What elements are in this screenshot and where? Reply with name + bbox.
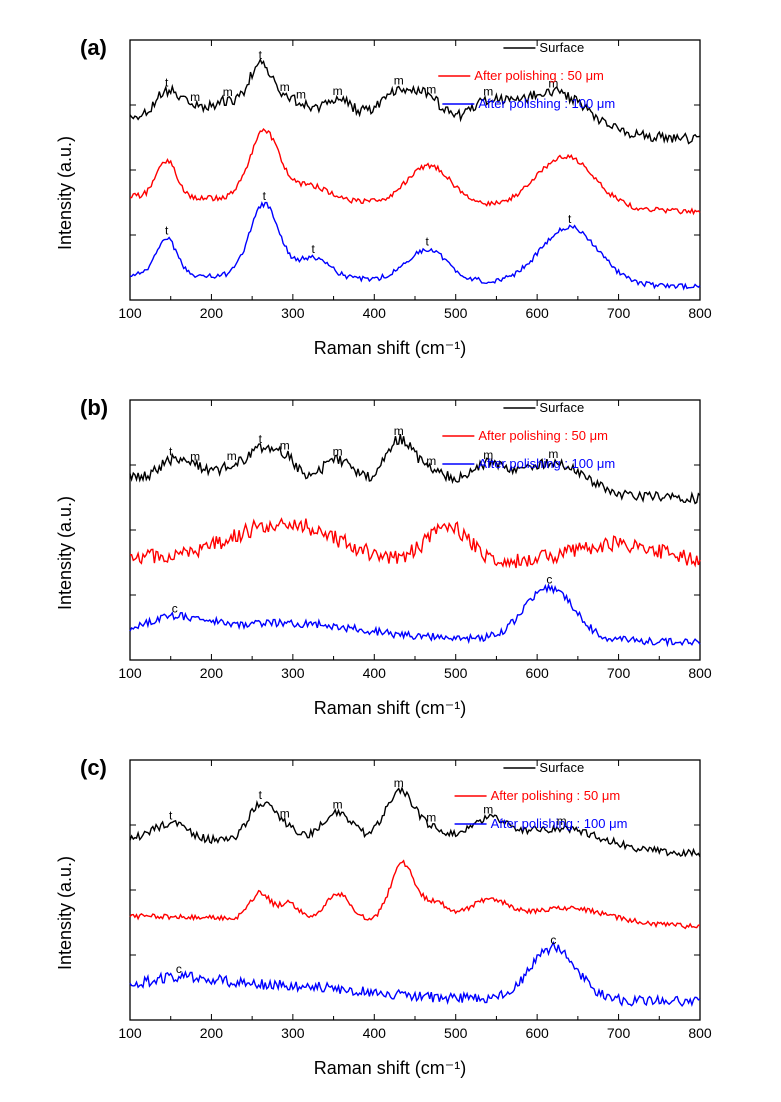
legend-p100: After polishing : 100 μm	[491, 816, 628, 831]
peak-annotation: m	[280, 80, 290, 94]
legend-surface: Surface	[539, 400, 584, 415]
svg-text:500: 500	[444, 665, 468, 681]
y-axis-label: Intensity (a.u.)	[55, 136, 76, 250]
peak-annotation: t	[165, 223, 169, 237]
panel-label-c: (c)	[80, 755, 107, 781]
trace-p100	[130, 203, 700, 289]
trace-p50	[130, 519, 700, 568]
peak-annotation: t	[259, 432, 263, 446]
peak-annotation: m	[394, 74, 404, 88]
peak-annotation: t	[169, 809, 173, 823]
trace-p50	[130, 129, 700, 214]
svg-text:600: 600	[525, 1025, 549, 1041]
svg-text:600: 600	[525, 665, 549, 681]
peak-annotation: m	[426, 811, 436, 825]
peak-annotation: m	[333, 84, 343, 98]
panel-label-a: (a)	[80, 35, 107, 61]
panel-label-b: (b)	[80, 395, 108, 421]
trace-p100	[130, 585, 700, 645]
svg-text:400: 400	[363, 1025, 387, 1041]
peak-annotation: m	[190, 90, 200, 104]
x-axis-label: Raman shift (cm⁻¹)	[60, 1058, 720, 1079]
x-axis-label: Raman shift (cm⁻¹)	[60, 338, 720, 359]
peak-annotation: m	[426, 454, 436, 468]
peak-annotation: m	[483, 803, 493, 817]
svg-text:800: 800	[688, 305, 712, 321]
peak-annotation: m	[280, 438, 290, 452]
peak-annotation: m	[190, 450, 200, 464]
peak-annotation: m	[394, 776, 404, 790]
legend-p50: After polishing : 50 μm	[478, 428, 608, 443]
legend-p100: After polishing : 100 μm	[478, 96, 615, 111]
peak-annotation: t	[259, 788, 263, 802]
svg-text:200: 200	[200, 1025, 224, 1041]
peak-annotation: c	[172, 601, 178, 615]
peak-annotation: m	[280, 807, 290, 821]
trace-p50	[130, 861, 700, 929]
svg-text:300: 300	[281, 665, 305, 681]
svg-text:300: 300	[281, 1025, 305, 1041]
svg-text:200: 200	[200, 305, 224, 321]
panel-a: 100200300400500600700800Surfacetmmtmmmmm…	[60, 20, 720, 360]
peak-annotation: c	[550, 933, 556, 947]
peak-annotation: c	[546, 573, 552, 587]
peak-annotation: c	[176, 962, 182, 976]
peak-annotation: m	[223, 85, 233, 99]
svg-text:100: 100	[118, 665, 142, 681]
legend-p50: After polishing : 50 μm	[474, 68, 604, 83]
peak-annotation: m	[227, 449, 237, 463]
legend-p50: After polishing : 50 μm	[491, 788, 621, 803]
peak-annotation: m	[333, 445, 343, 459]
peak-annotation: m	[394, 424, 404, 438]
legend-surface: Surface	[539, 40, 584, 55]
svg-text:700: 700	[607, 1025, 631, 1041]
svg-text:600: 600	[525, 305, 549, 321]
peak-annotation: m	[426, 83, 436, 97]
peak-annotation: t	[426, 235, 430, 249]
peak-annotation: m	[296, 88, 306, 102]
peak-annotation: t	[312, 242, 316, 256]
x-axis-label: Raman shift (cm⁻¹)	[60, 698, 720, 719]
y-axis-label: Intensity (a.u.)	[55, 856, 76, 970]
svg-text:800: 800	[688, 1025, 712, 1041]
svg-text:300: 300	[281, 305, 305, 321]
svg-text:200: 200	[200, 665, 224, 681]
svg-text:500: 500	[444, 1025, 468, 1041]
peak-annotation: t	[259, 48, 263, 62]
peak-annotation: t	[263, 189, 267, 203]
peak-annotation: t	[568, 212, 572, 226]
svg-text:100: 100	[118, 1025, 142, 1041]
trace-p100	[130, 943, 700, 1006]
svg-text:400: 400	[363, 665, 387, 681]
panel-c: 100200300400500600700800SurfacettmmmmmmA…	[60, 740, 720, 1080]
svg-text:800: 800	[688, 665, 712, 681]
svg-text:100: 100	[118, 305, 142, 321]
peak-annotation: m	[333, 797, 343, 811]
y-axis-label: Intensity (a.u.)	[55, 496, 76, 610]
svg-text:400: 400	[363, 305, 387, 321]
figure-page: 100200300400500600700800Surfacetmmtmmmmm…	[0, 0, 781, 1102]
legend-surface: Surface	[539, 760, 584, 775]
svg-text:700: 700	[607, 665, 631, 681]
svg-text:700: 700	[607, 305, 631, 321]
svg-text:500: 500	[444, 305, 468, 321]
peak-annotation: t	[165, 76, 169, 90]
legend-p100: After polishing : 100 μm	[478, 456, 615, 471]
panel-b: 100200300400500600700800Surfacetmmtmmmmm…	[60, 380, 720, 720]
